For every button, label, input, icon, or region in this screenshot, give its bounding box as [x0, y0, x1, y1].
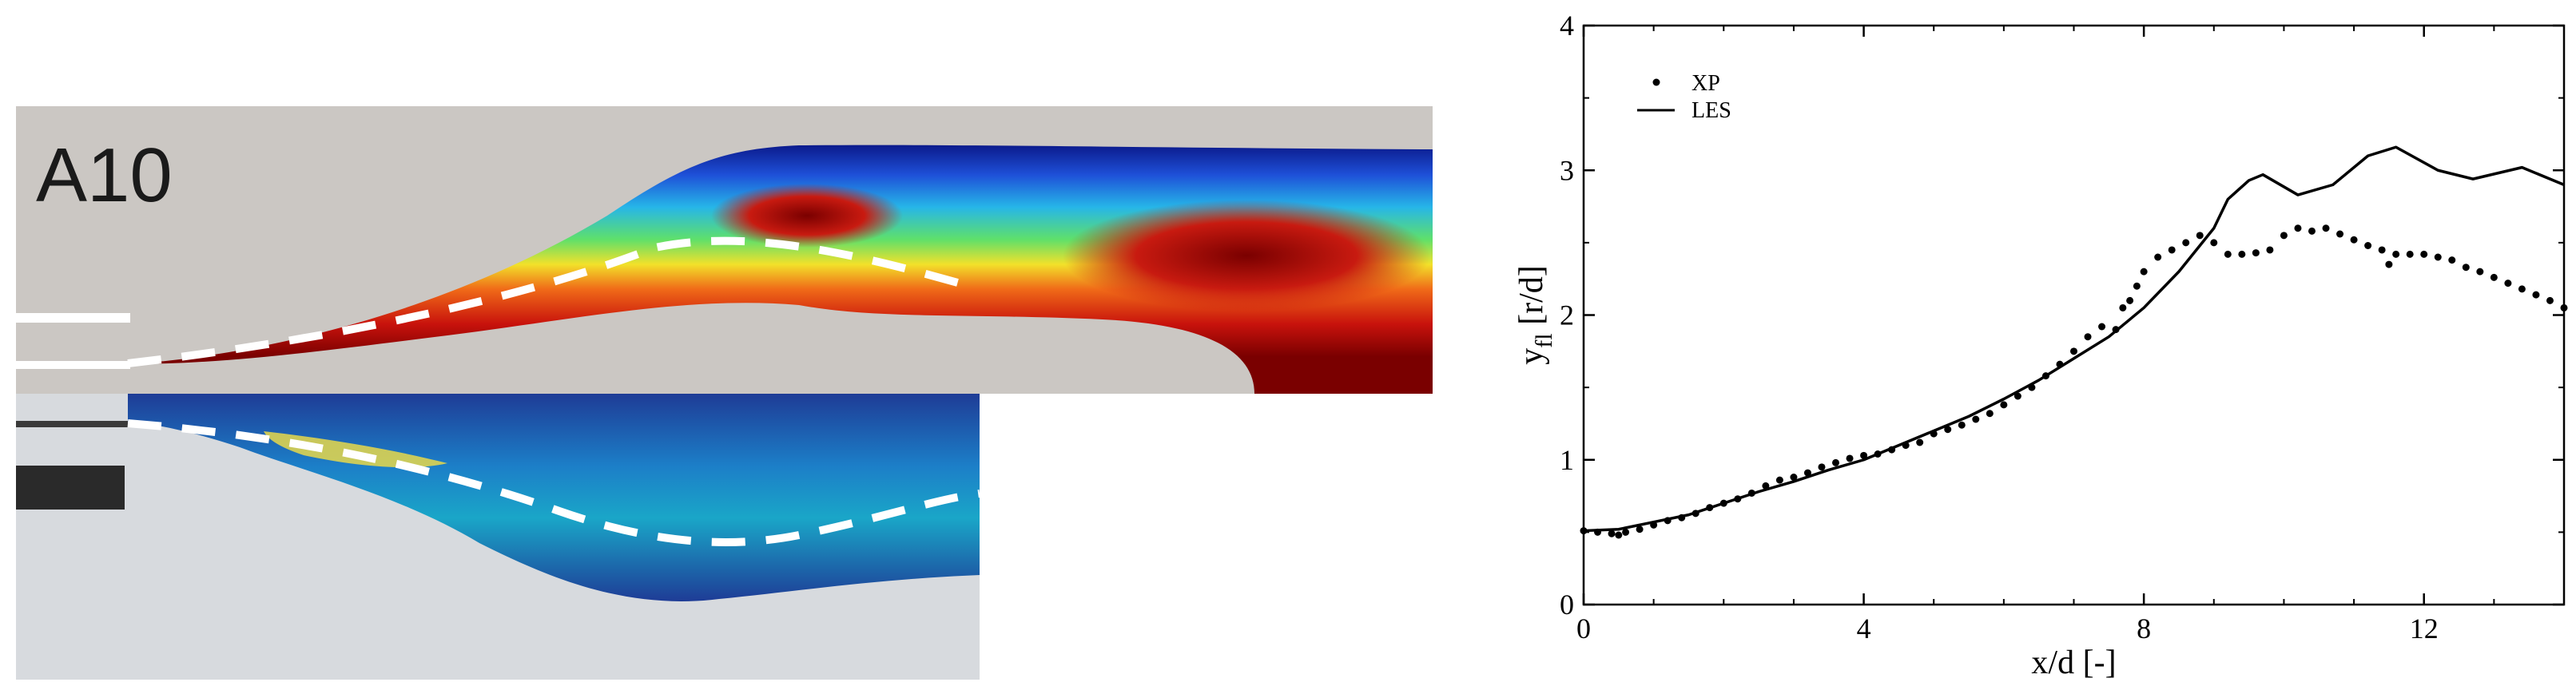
experiment-trajectory-dashed: [127, 419, 980, 546]
y-axis-label: yfl [r/d]: [1513, 265, 1557, 364]
les-jet-plume: [128, 145, 1433, 394]
series-point-xp: [1944, 426, 1952, 434]
series-point-xp: [2476, 268, 2484, 276]
y-axis-label-subscript: fl: [1531, 333, 1557, 347]
les-contour-panel: A10: [16, 106, 1433, 394]
series-point-xp: [1818, 463, 1826, 471]
y-tick-label: 4: [1560, 10, 1574, 42]
series-point-xp: [1622, 528, 1630, 536]
y-axis-ticks: 0 1 2 3 4: [1560, 10, 2564, 621]
series-point-xp: [2448, 256, 2456, 264]
series-layer: [1580, 145, 2568, 539]
experiment-hot-streak: [264, 431, 447, 468]
experiment-nozzle-block: [16, 466, 125, 510]
x-axis-label: x/d [-]: [2031, 644, 2116, 681]
experiment-nozzle-lip: [16, 421, 128, 427]
series-point-xp: [2392, 250, 2400, 258]
series-point-xp: [2154, 253, 2162, 261]
series-point-xp: [2224, 250, 2232, 258]
legend-label-les: LES: [1691, 98, 1731, 123]
series-point-xp: [1608, 529, 1616, 537]
series-point-xp: [2420, 250, 2428, 258]
series-point-xp: [1958, 421, 1966, 429]
series-point-xp: [2013, 392, 2021, 400]
series-point-xp: [2294, 224, 2302, 232]
series-point-xp: [2546, 296, 2554, 304]
series-point-xp: [2168, 246, 2176, 254]
series-point-xp: [2406, 250, 2414, 258]
y-tick-label: 3: [1560, 154, 1574, 186]
series-point-xp: [2000, 401, 2008, 409]
panel-label: A10: [36, 133, 173, 218]
les-hot-core-2: [1063, 200, 1430, 311]
x-axis-ticks: 0 4 8 12: [1576, 26, 2565, 644]
les-trajectory-dashed: [127, 236, 976, 367]
x-tick-label: 0: [1576, 613, 1591, 644]
series-point-xp: [2560, 303, 2568, 311]
series-point-xp: [2434, 253, 2442, 261]
nozzle-wall-bottom: [16, 361, 130, 369]
series-point-xp: [2084, 333, 2092, 341]
series-point-xp: [2350, 236, 2358, 244]
series-point-xp: [2196, 232, 2204, 240]
series-point-xp: [2336, 230, 2344, 238]
x-tick-label: 8: [2137, 613, 2151, 644]
y-tick-label: 0: [1560, 589, 1574, 621]
series-point-xp: [1846, 454, 1854, 462]
series-point-xp: [2364, 242, 2372, 249]
legend-marker-xp: [1652, 78, 1660, 86]
series-line-les: [1583, 145, 2565, 533]
series-point-xp: [2140, 268, 2148, 276]
legend-label-xp: XP: [1691, 71, 1720, 96]
series-point-xp: [2119, 303, 2127, 311]
series-point-xp: [2308, 227, 2316, 235]
series-point-xp: [1803, 469, 1811, 477]
series-point-xp: [1986, 410, 1994, 418]
series-point-xp: [2385, 260, 2393, 268]
y-axis-label-main: y: [1513, 348, 1550, 365]
series-point-xp: [1832, 458, 1840, 466]
series-point-xp: [2532, 291, 2540, 299]
series-point-xp: [1615, 531, 1623, 539]
series-point-xp: [2182, 239, 2190, 247]
series-point-xp: [1636, 525, 1644, 533]
series-point-xp: [2126, 296, 2134, 304]
series-point-xp: [2098, 323, 2106, 331]
series-point-xp: [2378, 246, 2386, 254]
series-point-xp: [2490, 273, 2498, 281]
series-point-xp: [2322, 224, 2330, 232]
series-point-xp: [2518, 285, 2526, 293]
x-tick-label: 4: [1857, 613, 1871, 644]
experiment-panel: [16, 394, 980, 680]
series-point-xp: [2238, 250, 2246, 258]
y-tick-label: 2: [1560, 299, 1574, 331]
series-point-xp: [1775, 476, 1783, 484]
series-point-xp: [2280, 232, 2288, 240]
series-point-xp: [2462, 264, 2470, 272]
legend: XP LES: [1637, 71, 1731, 123]
series-point-xp: [2133, 282, 2141, 290]
nozzle-wall-top: [16, 313, 130, 323]
series-point-xp: [1972, 415, 1980, 423]
series-point-xp: [2210, 239, 2218, 247]
series-point-xp: [2252, 249, 2260, 257]
y-axis-label-rest: [r/d]: [1513, 265, 1550, 333]
x-tick-label: 12: [2410, 613, 2439, 644]
series-point-xp: [2504, 280, 2512, 288]
series-point-xp: [2070, 347, 2077, 355]
series-point-xp: [2266, 246, 2274, 254]
series-point-xp: [1916, 438, 1924, 446]
y-tick-label: 1: [1560, 444, 1574, 476]
series-point-xp: [1790, 474, 1798, 481]
series-point-xp: [1860, 451, 1868, 459]
les-hot-core-1: [711, 184, 903, 248]
